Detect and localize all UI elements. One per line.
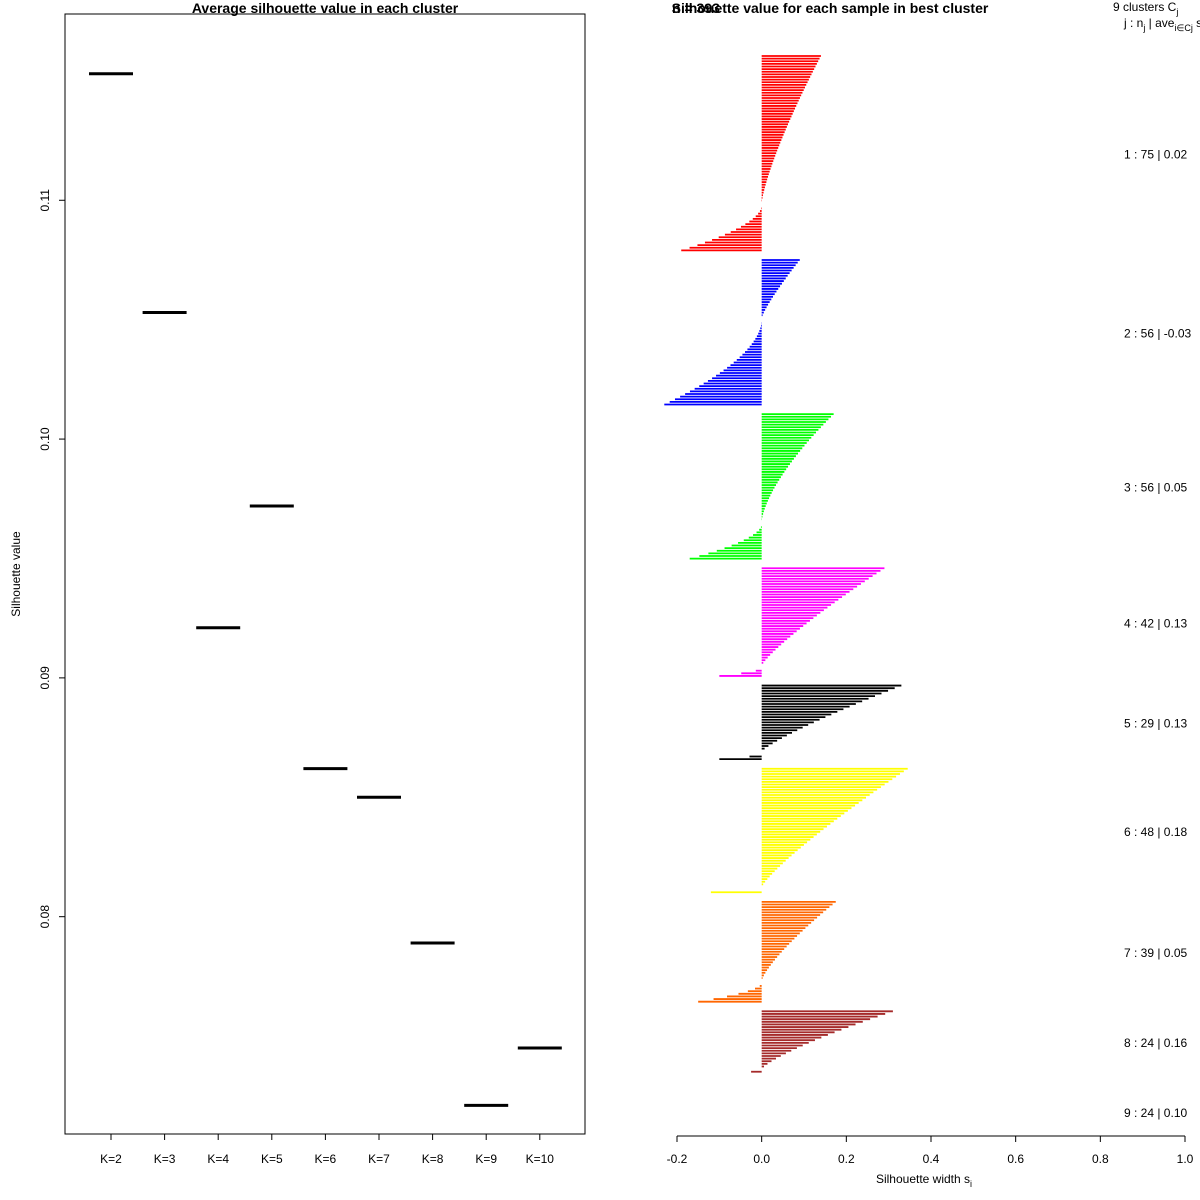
right-chart-overlap-text: n = 393 [672, 0, 720, 16]
left-x-tick-label: K=10 [526, 1152, 555, 1166]
left-y-axis-label: Silhouette value [9, 531, 23, 617]
right-x-axis-label: Silhouette width si [876, 1172, 972, 1189]
left-chart-title: Average silhouette value in each cluster [192, 0, 459, 16]
left-x-tick-label: K=7 [368, 1152, 390, 1166]
cluster-legend-header: 9 clusters Cj j : nj | avei∈Cj si [1113, 0, 1200, 33]
right-x-axis-label-sub: i [970, 1179, 972, 1189]
right-x-tick-label: 0.8 [1092, 1152, 1109, 1166]
cluster-legend-row: 7 : 39 | 0.05 [1124, 946, 1187, 960]
left-x-tick-label: K=9 [475, 1152, 497, 1166]
left-x-axis: K=2 K=3 K=4 K=5 K=6 K=7 K=8 K=9 K=10 [100, 1133, 555, 1166]
right-x-tick-label: -0.2 [667, 1152, 688, 1166]
cluster-legend-row: 1 : 75 | 0.02 [1124, 148, 1187, 162]
cluster-legend-row: 9 : 24 | 0.10 [1124, 1106, 1187, 1120]
left-x-tick-label: K=8 [422, 1152, 444, 1166]
left-x-tick-label: K=5 [261, 1152, 283, 1166]
left-chart-panel: Average silhouette value in each cluster… [9, 0, 586, 1166]
cluster-legend-row: 4 : 42 | 0.13 [1124, 616, 1187, 630]
cluster-legend-rows: 1 : 75 | 0.02 2 : 56 | -0.03 3 : 56 | 0.05… [1124, 148, 1191, 1120]
cluster-legend-row: 3 : 56 | 0.05 [1124, 481, 1187, 495]
left-x-tick-label: K=6 [315, 1152, 337, 1166]
legend-header-line2-mid-sub: i∈Cj [1174, 23, 1192, 33]
right-silhouette-bars [664, 55, 908, 1073]
right-x-tick-label: 0.4 [923, 1152, 940, 1166]
left-x-tick-label: K=4 [207, 1152, 229, 1166]
left-plot-frame [64, 13, 586, 1135]
cluster-legend-row: 6 : 48 | 0.18 [1124, 825, 1187, 839]
left-x-tick-label: K=2 [100, 1152, 122, 1166]
left-data-marks [89, 72, 562, 1107]
cluster-legend-row: 8 : 24 | 0.16 [1124, 1036, 1187, 1050]
legend-header-line1-sub: j [1175, 7, 1178, 17]
left-y-tick-label: 0.08 [38, 905, 52, 929]
legend-header-line1-text: 9 clusters C [1113, 0, 1177, 14]
legend-header-line2-mid: | ave [1145, 16, 1174, 30]
legend-header-line2-tail: s [1193, 16, 1200, 30]
left-y-tick-label: 0.11 [38, 189, 52, 212]
right-chart-title: Silhouette value for each sample in best… [672, 0, 989, 16]
legend-header-line2: j : nj | avei∈Cj si [1123, 16, 1200, 33]
right-x-tick-label: 0.0 [753, 1152, 770, 1166]
cluster-legend-row: 5 : 29 | 0.13 [1124, 717, 1187, 731]
left-y-tick-label: 0.09 [38, 666, 52, 690]
right-x-tick-label: 0.6 [1007, 1152, 1024, 1166]
legend-header-line1: 9 clusters Cj [1113, 0, 1178, 17]
right-x-axis: -0.2 0.0 0.2 0.4 0.6 0.8 1.0 [667, 1135, 1194, 1166]
right-chart-panel: n = 393 Silhouette value for each sample… [664, 0, 1200, 1189]
cluster-legend-row: 2 : 56 | -0.03 [1124, 327, 1191, 341]
left-y-axis: 0.08 0.09 0.10 0.11 [38, 189, 65, 929]
left-x-tick-label: K=3 [154, 1152, 176, 1166]
left-y-tick-label: 0.10 [38, 427, 52, 451]
legend-header-line2-sub: j [1142, 23, 1145, 33]
right-x-tick-label: 0.2 [838, 1152, 855, 1166]
legend-header-line2-text: j : n [1123, 16, 1143, 30]
right-x-tick-label: 1.0 [1177, 1152, 1194, 1166]
right-x-axis-label-main: Silhouette width s [876, 1172, 970, 1186]
